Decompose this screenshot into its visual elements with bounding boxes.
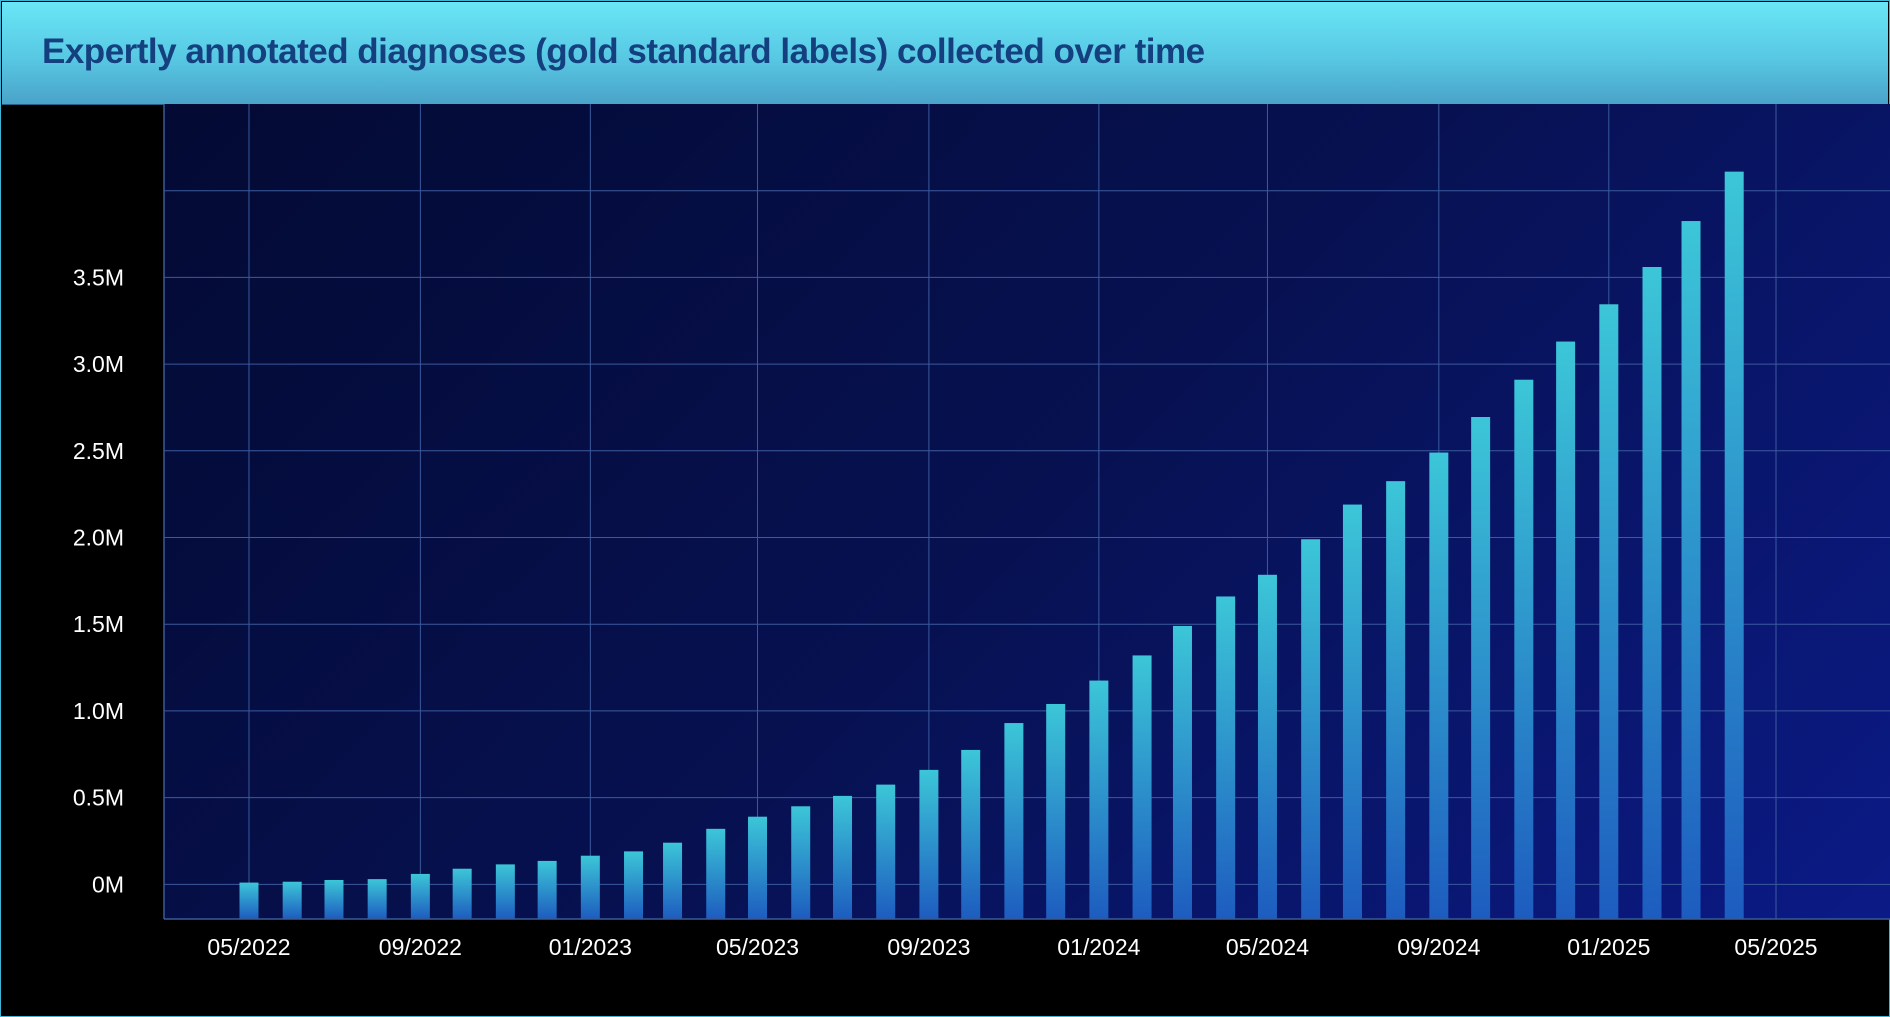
y-tick-label: 0M xyxy=(92,871,124,897)
bar xyxy=(1046,703,1066,919)
x-tick-label: 09/2022 xyxy=(379,934,462,960)
y-tick-label: 2.0M xyxy=(73,525,124,551)
bar xyxy=(748,816,768,919)
x-tick-label: 05/2023 xyxy=(716,934,799,960)
bar xyxy=(833,795,853,919)
bar xyxy=(624,851,644,919)
bar xyxy=(1004,723,1024,919)
y-tick-label: 2.5M xyxy=(73,438,124,464)
bar xyxy=(1172,625,1192,919)
bar xyxy=(1681,221,1701,920)
x-tick-label: 05/2024 xyxy=(1226,934,1309,960)
x-tick-label: 05/2022 xyxy=(207,934,290,960)
x-tick-label: 09/2024 xyxy=(1397,934,1480,960)
horizontal-gridlines xyxy=(164,190,1890,885)
chart-title: Expertly annotated diagnoses (gold stand… xyxy=(42,32,1205,71)
chart-header: Expertly annotated diagnoses (gold stand… xyxy=(2,2,1888,105)
bar xyxy=(1599,304,1619,919)
bar xyxy=(961,749,981,919)
bar xyxy=(537,860,557,919)
y-tick-labels: 0M 0.5M 1.0M 1.5M 2.0M 2.5M 3.0M 3.5M xyxy=(73,264,124,897)
bar xyxy=(452,868,472,919)
bar xyxy=(1257,574,1277,919)
bar xyxy=(1132,655,1152,919)
bar xyxy=(580,855,600,919)
bar xyxy=(1724,171,1744,919)
bar xyxy=(791,806,811,919)
y-tick-label: 0.5M xyxy=(73,785,124,811)
bar xyxy=(410,873,430,919)
bar xyxy=(1471,416,1491,919)
bar xyxy=(495,864,515,919)
bar xyxy=(1342,504,1362,919)
x-tick-label: 01/2024 xyxy=(1057,934,1140,960)
y-tick-label: 3.0M xyxy=(73,351,124,377)
x-tick-label: 05/2025 xyxy=(1734,934,1817,960)
y-tick-label: 1.5M xyxy=(73,611,124,637)
bar xyxy=(1216,596,1236,919)
bar xyxy=(876,784,896,919)
x-tick-label: 01/2023 xyxy=(549,934,632,960)
bar xyxy=(324,879,344,919)
bar xyxy=(919,769,939,919)
bar xyxy=(282,881,302,919)
bar xyxy=(1301,539,1321,919)
x-tick-label: 01/2025 xyxy=(1567,934,1650,960)
bar xyxy=(1514,379,1534,919)
bars xyxy=(239,171,1744,920)
bar xyxy=(1642,267,1662,919)
bar xyxy=(1556,341,1576,919)
bar xyxy=(663,842,683,919)
bar xyxy=(1386,481,1406,919)
bar xyxy=(367,879,387,919)
bar xyxy=(1429,452,1449,919)
bar xyxy=(1089,680,1109,919)
bar xyxy=(706,828,726,919)
axis-lines xyxy=(163,104,1890,920)
x-tick-label: 09/2023 xyxy=(887,934,970,960)
y-tick-label: 3.5M xyxy=(73,264,124,290)
bar xyxy=(239,882,259,919)
y-tick-label: 1.0M xyxy=(73,698,124,724)
x-tick-labels: 05/2022 09/2022 01/2023 05/2023 09/2023 01/20… xyxy=(207,934,1817,960)
